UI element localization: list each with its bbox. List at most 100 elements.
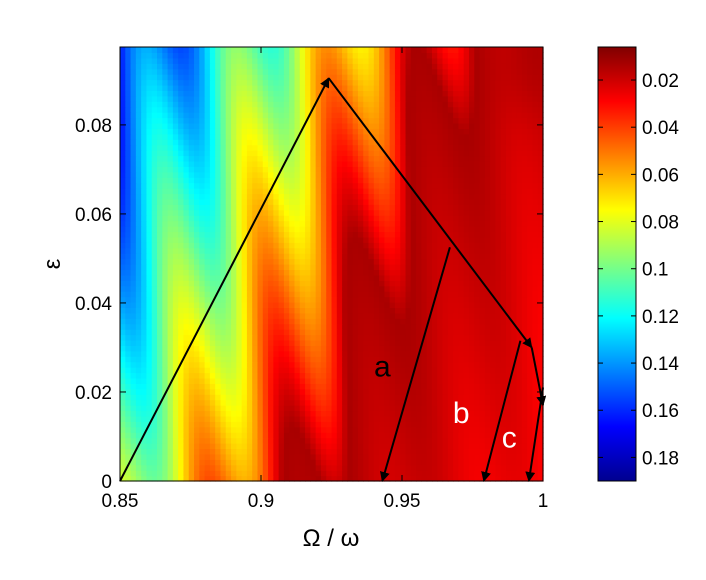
heatmap-cell xyxy=(135,236,142,243)
heatmap-cell xyxy=(490,405,497,412)
heatmap-cell xyxy=(479,448,486,455)
heatmap-cell xyxy=(236,188,243,195)
heatmap-cell xyxy=(299,188,306,195)
heatmap-cell xyxy=(289,182,296,189)
heatmap-cell xyxy=(511,193,518,200)
heatmap-cell xyxy=(157,377,163,384)
heatmap-cell xyxy=(505,215,512,222)
heatmap-cell xyxy=(135,410,142,417)
heatmap-cell xyxy=(215,155,222,162)
heatmap-cell xyxy=(268,334,274,341)
heatmap-cell xyxy=(537,459,544,466)
heatmap-cell xyxy=(231,280,237,287)
heatmap-cell xyxy=(447,166,454,173)
heatmap-cell xyxy=(231,448,237,455)
heatmap-cell xyxy=(167,443,174,450)
heatmap-cell xyxy=(262,367,269,374)
heatmap-cell xyxy=(352,285,359,292)
heatmap-cell xyxy=(141,356,148,363)
heatmap-cell xyxy=(262,443,269,450)
heatmap-cell xyxy=(416,470,422,477)
heatmap-cell xyxy=(188,470,195,477)
heatmap-cell xyxy=(495,296,502,303)
heatmap-cell xyxy=(437,339,444,346)
heatmap-cell xyxy=(199,215,206,222)
heatmap-cell xyxy=(357,231,364,238)
heatmap-cell xyxy=(410,426,417,433)
heatmap-cell xyxy=(120,274,126,281)
heatmap-cell xyxy=(252,150,259,157)
heatmap-cell xyxy=(172,453,179,460)
heatmap-cell xyxy=(209,367,216,374)
heatmap-cell xyxy=(194,296,200,303)
heatmap-cell xyxy=(442,421,449,428)
heatmap-cell xyxy=(421,421,428,428)
heatmap-cell xyxy=(384,166,391,173)
heatmap-cell xyxy=(146,144,153,151)
heatmap-cell xyxy=(146,388,153,395)
heatmap-cell xyxy=(209,193,216,200)
heatmap-cell xyxy=(342,193,348,200)
heatmap-cell xyxy=(458,372,465,379)
heatmap-cell xyxy=(357,247,364,254)
heatmap-cell xyxy=(336,150,343,157)
heatmap-cell xyxy=(241,318,248,325)
heatmap-cell xyxy=(384,182,391,189)
heatmap-cell xyxy=(426,334,433,341)
heatmap-cell xyxy=(178,253,185,260)
heatmap-cell xyxy=(194,307,200,314)
heatmap-cell xyxy=(532,274,539,281)
heatmap-cell xyxy=(130,399,137,406)
heatmap-cell xyxy=(120,312,126,319)
heatmap-cell xyxy=(500,188,507,195)
heatmap-cell xyxy=(505,166,512,173)
heatmap-cell xyxy=(331,177,338,184)
heatmap-cell xyxy=(178,426,185,433)
heatmap-cell xyxy=(331,345,338,352)
heatmap-cell xyxy=(490,312,497,319)
heatmap-cell xyxy=(204,475,211,482)
heatmap-cell xyxy=(167,264,174,271)
heatmap-cell xyxy=(352,415,359,422)
heatmap-cell xyxy=(241,166,248,173)
heatmap-cell xyxy=(157,301,163,308)
heatmap-cell xyxy=(162,242,169,249)
heatmap-cell xyxy=(204,285,211,292)
heatmap-cell xyxy=(511,443,518,450)
heatmap-cell xyxy=(157,421,163,428)
heatmap-cell xyxy=(135,361,142,368)
heatmap-cell xyxy=(241,323,248,330)
heatmap-cell xyxy=(458,269,465,276)
heatmap-cell xyxy=(368,405,375,412)
heatmap-cell xyxy=(521,177,528,184)
heatmap-cell xyxy=(215,367,222,374)
heatmap-cell xyxy=(532,236,539,243)
heatmap-cell xyxy=(246,215,253,222)
heatmap-cell xyxy=(283,405,290,412)
heatmap-cell xyxy=(426,258,433,265)
heatmap-cell xyxy=(516,144,523,151)
heatmap-cell xyxy=(246,209,253,216)
heatmap-cell xyxy=(447,405,454,412)
heatmap-cell xyxy=(511,269,518,276)
heatmap-cell xyxy=(299,448,306,455)
heatmap-cell xyxy=(442,236,449,243)
heatmap-cell xyxy=(162,329,169,336)
heatmap-cell xyxy=(368,242,375,249)
heatmap-cell xyxy=(437,318,444,325)
heatmap-cell xyxy=(125,139,132,146)
heatmap-cell xyxy=(209,171,216,178)
heatmap-cell xyxy=(357,339,364,346)
heatmap-cell xyxy=(368,421,375,428)
heatmap-cell xyxy=(289,383,296,390)
heatmap-cell xyxy=(484,318,491,325)
heatmap-cell xyxy=(532,388,539,395)
heatmap-cell xyxy=(447,415,454,422)
heatmap-cell xyxy=(183,209,190,216)
heatmap-cell xyxy=(162,448,169,455)
heatmap-cell xyxy=(157,307,163,314)
heatmap-cell xyxy=(172,296,179,303)
heatmap-cell xyxy=(484,421,491,428)
heatmap-cell xyxy=(310,166,317,173)
heatmap-cell xyxy=(421,459,428,466)
